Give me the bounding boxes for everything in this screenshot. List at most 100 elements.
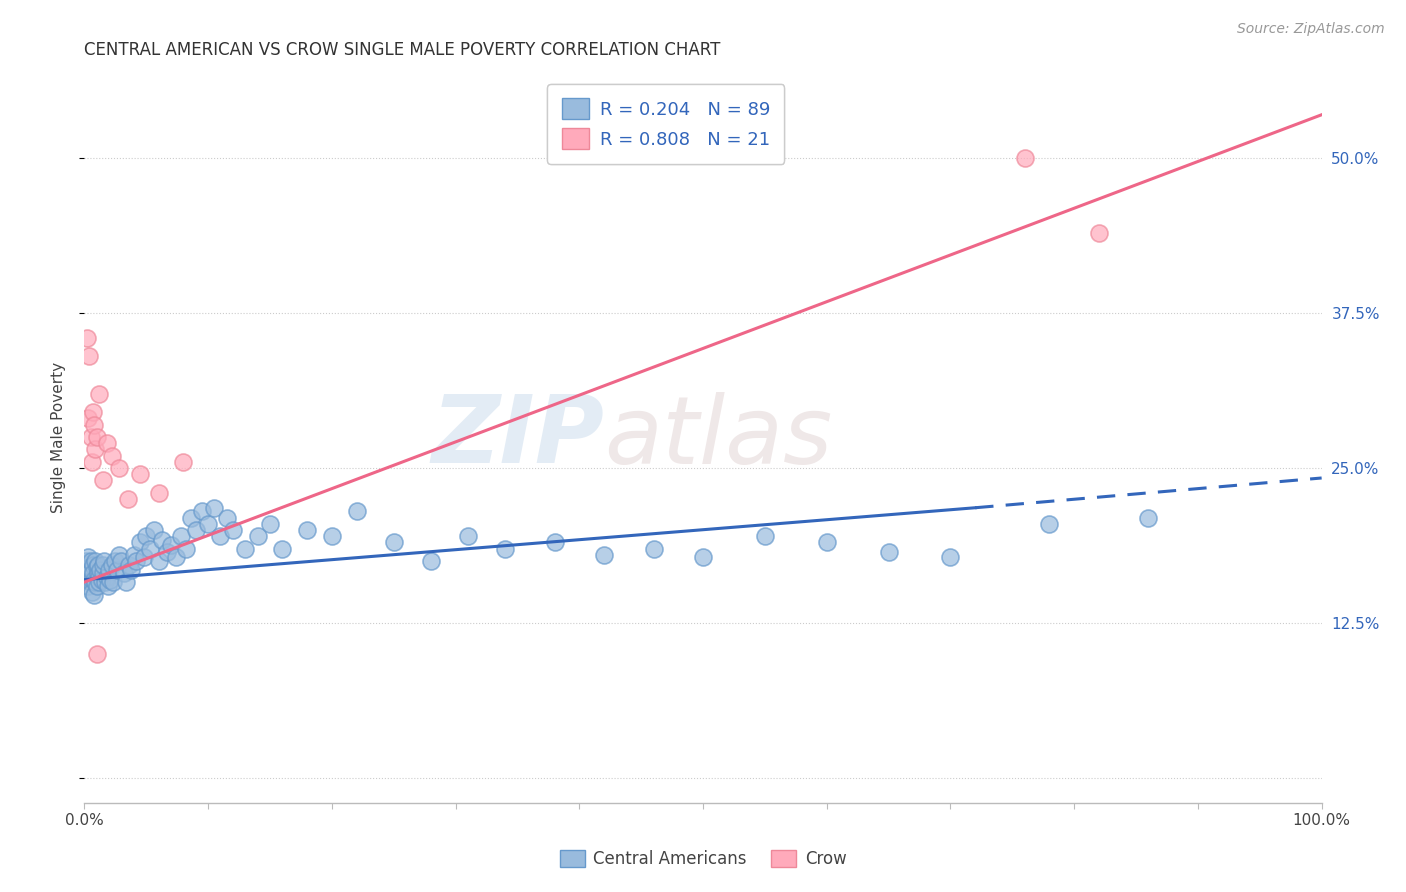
Point xyxy=(156,545,179,559)
Point xyxy=(1038,516,1060,531)
Point xyxy=(202,500,225,515)
Point xyxy=(86,647,108,661)
Point xyxy=(543,535,565,549)
Point xyxy=(295,523,318,537)
Point xyxy=(148,486,170,500)
Point xyxy=(83,573,105,587)
Point xyxy=(79,563,101,577)
Point xyxy=(754,529,776,543)
Point xyxy=(79,575,101,590)
Point xyxy=(96,570,118,584)
Point xyxy=(174,541,197,556)
Point xyxy=(118,558,141,572)
Point xyxy=(94,575,117,590)
Point xyxy=(148,554,170,568)
Point xyxy=(84,575,107,590)
Point xyxy=(160,538,183,552)
Point xyxy=(87,558,110,572)
Point xyxy=(100,449,122,463)
Y-axis label: Single Male Poverty: Single Male Poverty xyxy=(51,361,66,513)
Point xyxy=(115,575,138,590)
Point xyxy=(105,563,128,577)
Point xyxy=(139,541,162,556)
Point xyxy=(150,533,173,547)
Point xyxy=(692,550,714,565)
Point xyxy=(84,442,107,457)
Point xyxy=(108,548,131,562)
Point xyxy=(108,461,131,475)
Point xyxy=(877,545,900,559)
Text: CENTRAL AMERICAN VS CROW SINGLE MALE POVERTY CORRELATION CHART: CENTRAL AMERICAN VS CROW SINGLE MALE POV… xyxy=(84,41,721,59)
Point xyxy=(79,570,101,584)
Point xyxy=(79,554,101,568)
Point xyxy=(271,541,294,556)
Point xyxy=(75,563,97,577)
Point xyxy=(120,563,142,577)
Point xyxy=(80,585,103,599)
Point xyxy=(643,541,665,556)
Point xyxy=(96,436,118,450)
Point xyxy=(593,548,616,562)
Point xyxy=(77,550,100,565)
Point xyxy=(79,430,101,444)
Point xyxy=(457,529,479,543)
Point xyxy=(91,474,114,488)
Point xyxy=(83,588,105,602)
Point xyxy=(382,535,405,549)
Point xyxy=(98,573,121,587)
Point xyxy=(419,554,441,568)
Legend: R = 0.204   N = 89, R = 0.808   N = 21: R = 0.204 N = 89, R = 0.808 N = 21 xyxy=(547,84,785,163)
Point xyxy=(97,579,120,593)
Text: ZIP: ZIP xyxy=(432,391,605,483)
Point xyxy=(82,558,104,572)
Point xyxy=(98,563,121,577)
Point xyxy=(87,566,110,581)
Point xyxy=(222,523,245,537)
Point xyxy=(76,331,98,345)
Point xyxy=(89,575,111,590)
Point xyxy=(191,504,214,518)
Text: Source: ZipAtlas.com: Source: ZipAtlas.com xyxy=(1237,22,1385,37)
Point xyxy=(100,558,122,572)
Point xyxy=(346,504,368,518)
Point xyxy=(180,510,202,524)
Point xyxy=(82,405,104,419)
Point xyxy=(80,455,103,469)
Point xyxy=(86,579,108,593)
Point xyxy=(112,566,135,581)
Point xyxy=(170,529,193,543)
Point xyxy=(197,516,219,531)
Point xyxy=(77,579,100,593)
Point xyxy=(135,529,157,543)
Point xyxy=(172,455,194,469)
Point xyxy=(75,554,97,568)
Point xyxy=(91,558,114,572)
Point xyxy=(93,554,115,568)
Point xyxy=(142,523,165,537)
Point xyxy=(321,529,343,543)
Point xyxy=(77,411,100,425)
Point xyxy=(79,350,101,364)
Point xyxy=(209,529,232,543)
Point xyxy=(80,573,103,587)
Point xyxy=(104,554,127,568)
Text: atlas: atlas xyxy=(605,392,832,483)
Point xyxy=(86,430,108,444)
Point xyxy=(494,541,516,556)
Point xyxy=(815,535,838,549)
Point xyxy=(129,467,152,482)
Point xyxy=(1137,510,1160,524)
Point xyxy=(83,417,105,432)
Point xyxy=(77,566,100,581)
Point xyxy=(101,575,124,590)
Point xyxy=(233,541,256,556)
Point xyxy=(82,566,104,581)
Point xyxy=(79,560,101,574)
Point xyxy=(125,554,148,568)
Point xyxy=(117,491,139,506)
Point xyxy=(184,523,207,537)
Point xyxy=(89,386,111,401)
Legend: Central Americans, Crow: Central Americans, Crow xyxy=(553,843,853,875)
Point xyxy=(122,548,145,562)
Point xyxy=(76,573,98,587)
